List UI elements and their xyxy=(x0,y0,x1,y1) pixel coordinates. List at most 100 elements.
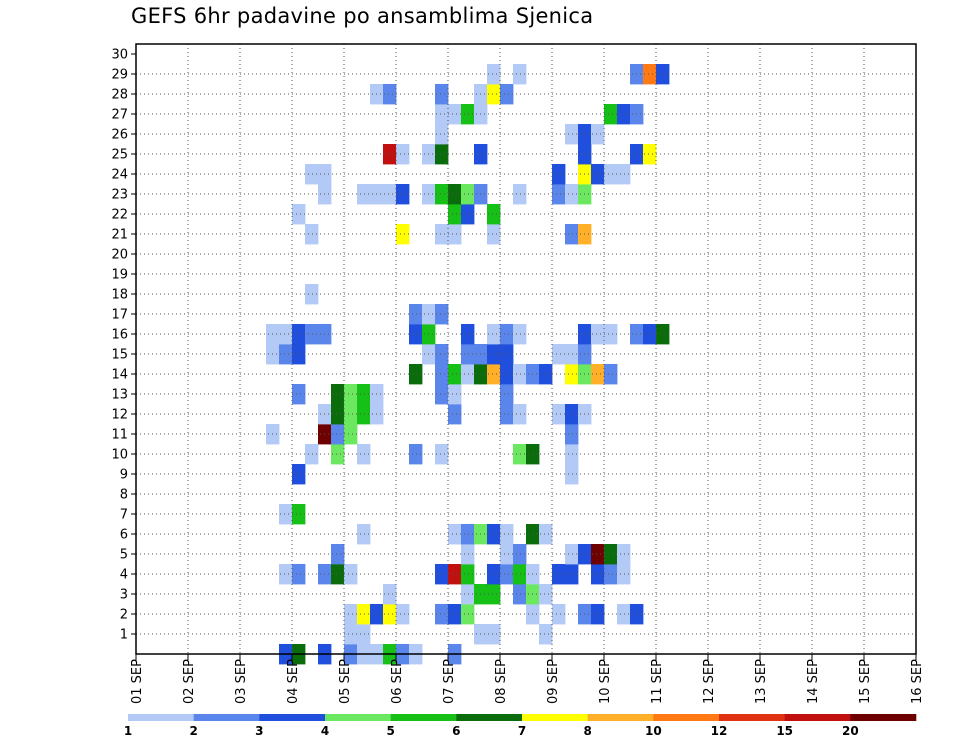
heatmap-cell xyxy=(604,164,618,185)
heatmap-cell xyxy=(357,444,371,465)
y-tick-label: 3 xyxy=(120,588,128,603)
x-tick-label: 02 SEP xyxy=(182,659,197,704)
y-tick-label: 4 xyxy=(120,568,128,583)
heatmap-cell xyxy=(331,564,345,585)
heatmap-cell xyxy=(435,184,449,205)
heatmap-cell xyxy=(409,444,423,465)
heatmap-cell xyxy=(552,604,566,625)
y-tick-label: 5 xyxy=(120,548,128,563)
y-tick-label: 15 xyxy=(111,348,128,363)
y-tick-label: 13 xyxy=(111,388,128,403)
heatmap-cell xyxy=(292,384,306,405)
y-tick-label: 19 xyxy=(111,268,128,283)
heatmap-cell xyxy=(565,444,579,465)
heatmap-cell xyxy=(591,324,605,345)
heatmap-cell xyxy=(305,164,319,185)
legend-label: 7 xyxy=(518,724,526,738)
heatmap-cell xyxy=(435,224,449,245)
heatmap-cell xyxy=(487,524,501,545)
heatmap-cell xyxy=(617,544,631,565)
heatmap-cell xyxy=(292,564,306,585)
heatmap-cell xyxy=(435,104,449,125)
x-tick-label: 08 SEP xyxy=(494,659,509,704)
x-tick-label: 13 SEP xyxy=(754,659,769,704)
legend-swatch xyxy=(719,714,785,721)
y-tick-label: 24 xyxy=(111,168,128,183)
heatmap-cell xyxy=(539,524,553,545)
legend-swatch xyxy=(193,714,260,721)
heatmap-cell xyxy=(305,224,319,245)
heatmap-cell xyxy=(448,524,462,545)
y-tick-label: 6 xyxy=(120,528,128,543)
x-tick-label: 09 SEP xyxy=(546,659,561,704)
heatmap-cell xyxy=(461,104,475,125)
heatmap-cell xyxy=(643,324,657,345)
heatmap-cell xyxy=(448,224,462,245)
heatmap-cell xyxy=(435,364,449,385)
heatmap-cell xyxy=(357,404,371,425)
heatmap-cell xyxy=(487,344,501,365)
y-tick-label: 26 xyxy=(111,128,128,143)
y-tick-label: 11 xyxy=(111,428,128,443)
heatmap-cell xyxy=(565,564,579,585)
y-tick-label: 27 xyxy=(111,108,128,123)
heatmap-cell xyxy=(604,544,618,565)
plot-frame xyxy=(135,43,917,655)
heatmap-cell xyxy=(383,84,397,105)
y-tick-label: 12 xyxy=(111,408,128,423)
heatmap-cell xyxy=(552,164,566,185)
heatmap-cell xyxy=(292,324,306,345)
heatmap-cell xyxy=(539,624,553,645)
heatmap-cell xyxy=(461,584,475,605)
heatmap-cell xyxy=(500,364,514,385)
heatmap-cell xyxy=(344,624,358,645)
heatmap-cell xyxy=(604,564,618,585)
heatmap-cell xyxy=(435,444,449,465)
legend-swatch xyxy=(522,714,588,721)
heatmap-cell xyxy=(500,404,514,425)
heatmap-cell xyxy=(487,64,501,85)
heatmap-cell xyxy=(448,204,462,225)
legend-label: 20 xyxy=(842,724,859,738)
heatmap-cell xyxy=(604,324,618,345)
y-tick-label: 7 xyxy=(120,508,128,523)
grid-lines xyxy=(136,44,916,654)
heatmap-cell xyxy=(487,584,501,605)
heatmap-cell xyxy=(513,584,527,605)
heatmap-cell xyxy=(409,324,423,345)
y-tick-label: 28 xyxy=(111,88,128,103)
heatmap-cell xyxy=(513,444,527,465)
heatmap-cell xyxy=(565,544,579,565)
heatmap-cell xyxy=(448,564,462,585)
heatmap-cell xyxy=(305,324,319,345)
y-tick-label: 29 xyxy=(111,68,128,83)
heatmap-cell xyxy=(383,184,397,205)
heatmap-cell xyxy=(461,524,475,545)
x-tick-label: 07 SEP xyxy=(442,659,457,704)
heatmap-cell xyxy=(539,584,553,605)
heatmap-cell xyxy=(617,604,631,625)
heatmap-cell xyxy=(487,324,501,345)
heatmap-cell xyxy=(513,324,527,345)
heatmap-cell xyxy=(487,364,501,385)
heatmap-cell xyxy=(565,404,579,425)
heatmap-cell xyxy=(591,124,605,145)
x-tick-label: 04 SEP xyxy=(286,659,301,704)
legend-label: 3 xyxy=(255,724,263,738)
legend-swatch xyxy=(784,714,851,721)
legend-label: 1 xyxy=(124,724,132,738)
heatmap-cell xyxy=(513,544,527,565)
heatmap-cell xyxy=(383,584,397,605)
heatmap-cell xyxy=(448,104,462,125)
heatmap-cell xyxy=(357,604,371,625)
heatmap-cell xyxy=(617,564,631,585)
x-tick-label: 12 SEP xyxy=(702,659,717,704)
heatmap-cell xyxy=(500,344,514,365)
heatmap-cell xyxy=(656,324,670,345)
legend-swatch xyxy=(456,714,523,721)
heatmap-cell xyxy=(357,384,371,405)
heatmap-cell xyxy=(331,404,345,425)
y-tick-label: 21 xyxy=(111,228,128,243)
y-tick-label: 2 xyxy=(120,608,128,623)
heatmap-cell xyxy=(331,544,345,565)
